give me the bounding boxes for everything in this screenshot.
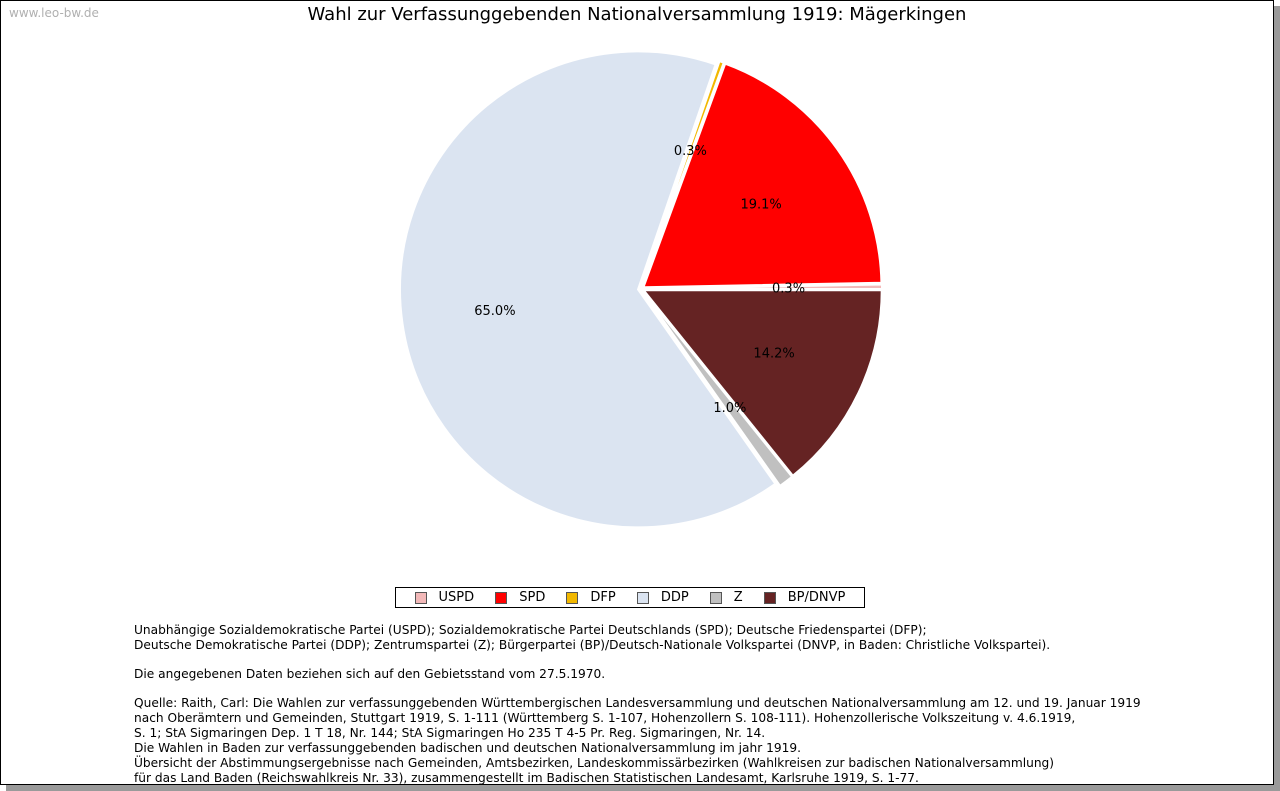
legend-swatch-uspd bbox=[414, 591, 427, 604]
legend-swatch-bp-dnvp bbox=[763, 591, 776, 604]
legend-label-spd: SPD bbox=[519, 590, 546, 605]
data-label-uspd: 0.3% bbox=[772, 282, 805, 297]
legend-item-ddp: DDP bbox=[636, 590, 689, 605]
data-label-z: 1.0% bbox=[713, 401, 746, 416]
chart-title: Wahl zur Verfassunggebenden Nationalvers… bbox=[307, 4, 967, 25]
footnotes: Unabhängige Sozialdemokratische Partei (… bbox=[134, 623, 1254, 786]
data-label-spd: 19.1% bbox=[740, 197, 781, 212]
legend-label-ddp: DDP bbox=[660, 590, 689, 605]
legend-swatch-spd bbox=[495, 591, 508, 604]
pie-slice-z bbox=[641, 290, 794, 488]
pie-slice-dfp bbox=[641, 59, 726, 287]
watermark: www.leo-bw.de bbox=[9, 6, 99, 20]
data-label-dfp: 0.3% bbox=[674, 144, 707, 159]
pie-slice-spd bbox=[642, 62, 883, 289]
legend-item-spd: SPD bbox=[495, 590, 545, 605]
data-label-bp-dnvp: 14.2% bbox=[753, 347, 794, 362]
pie-chart: 0.3% 19.1% 0.3% 65.0% 1.0% 14.2% bbox=[399, 50, 884, 529]
legend-label-z: Z bbox=[733, 590, 743, 605]
legend-swatch-dfp bbox=[566, 591, 579, 604]
legend-label-dfp: DFP bbox=[590, 590, 616, 605]
legend-item-dfp: DFP bbox=[566, 590, 616, 605]
territory-note: Die angegebenen Daten beziehen sich auf … bbox=[134, 667, 606, 681]
pie-slice-bp-dnvp bbox=[641, 289, 883, 478]
legend-label-bp-dnvp: BP/DNVP bbox=[787, 590, 846, 605]
source-note: Quelle: Raith, Carl: Die Wahlen zur verf… bbox=[134, 696, 1141, 785]
party-abbreviations-line-1: Unabhängige Sozialdemokratische Partei (… bbox=[134, 623, 927, 637]
party-abbreviations-line-2: Deutsche Demokratische Partei (DDP); Zen… bbox=[134, 638, 1051, 652]
legend: USPD SPD DFP DDP Z BP/DNVP bbox=[395, 587, 865, 608]
pie-slice-uspd bbox=[643, 283, 884, 290]
pie-slice-ddp bbox=[399, 50, 777, 529]
data-label-ddp: 65.0% bbox=[474, 304, 515, 319]
legend-swatch-ddp bbox=[636, 591, 649, 604]
legend-item-uspd: USPD bbox=[414, 590, 475, 605]
legend-item-z: Z bbox=[709, 590, 743, 605]
legend-swatch-z bbox=[709, 591, 722, 604]
legend-item-bp-dnvp: BP/DNVP bbox=[763, 590, 846, 605]
legend-label-uspd: USPD bbox=[438, 590, 475, 605]
